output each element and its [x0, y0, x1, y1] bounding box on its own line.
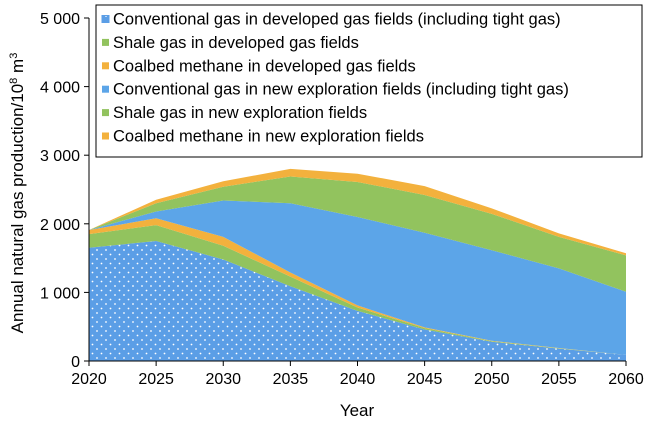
y-tick-label: 3 000 [40, 148, 80, 165]
legend-swatch-3 [102, 62, 109, 70]
y-tick-label: 5 000 [40, 11, 80, 28]
legend: Conventional gas in developed gas fields… [95, 4, 643, 158]
x-tick-label: 2030 [205, 371, 241, 388]
y-axis-title-unit: m [8, 59, 27, 78]
x-tick-label: 2045 [407, 371, 443, 388]
legend-swatch-4 [102, 85, 109, 93]
areas-layer [89, 168, 626, 361]
area-series-1-conventional-gas-in-developed-gas-fields-including-tight-gas [89, 240, 626, 361]
y-axis-title-unit-sup: 3 [8, 53, 20, 59]
x-tick-label: 2055 [541, 371, 577, 388]
legend-swatch-5 [102, 109, 109, 117]
x-tick-label: 2025 [138, 371, 174, 388]
x-tick-label: 2020 [71, 371, 107, 388]
area-series-4-conventional-gas-in-new-exploration-fields-including-tight-gas [89, 200, 626, 355]
legend-label-3: Coalbed methane in developed gas fields [113, 57, 416, 75]
legend-label-6: Coalbed methane in new exploration field… [113, 128, 424, 146]
y-axis-title-main: Annual natural gas production/10 [8, 84, 27, 334]
legend-label-5: Shale gas in new exploration fields [113, 104, 367, 122]
legend-label-1: Conventional gas in developed gas fields… [113, 11, 561, 29]
x-tick-label: 2040 [340, 371, 376, 388]
legend-swatch-2 [102, 38, 109, 46]
ticks-layer: 0 1 000 2 000 3 000 4 000 5 000 2020 2025 2030 20… [40, 11, 644, 388]
x-axis-title: Year [340, 401, 375, 420]
y-tick-label: 0 [71, 354, 80, 371]
y-axis-title: Annual natural gas production/108 m3 [8, 53, 27, 334]
area-series-5-shale-gas-in-new-exploration-fields [89, 176, 626, 292]
legend-box [95, 4, 643, 158]
y-axis-title-sup: 8 [8, 78, 20, 84]
x-tick-label: 2050 [474, 371, 510, 388]
legend-label-2: Shale gas in developed gas fields [113, 34, 359, 52]
y-tick-label: 4 000 [40, 80, 80, 97]
x-tick-label: 2060 [608, 371, 644, 388]
y-tick-label: 2 000 [40, 217, 80, 234]
y-tick-label: 1 000 [40, 285, 80, 302]
x-tick-label: 2035 [273, 371, 309, 388]
legend-swatch-6 [102, 132, 109, 140]
legend-label-4: Conventional gas in new exploration fiel… [113, 81, 569, 99]
area-series-2-shale-gas-in-developed-gas-fields [89, 225, 626, 355]
legend-swatch-1 [101, 15, 110, 23]
